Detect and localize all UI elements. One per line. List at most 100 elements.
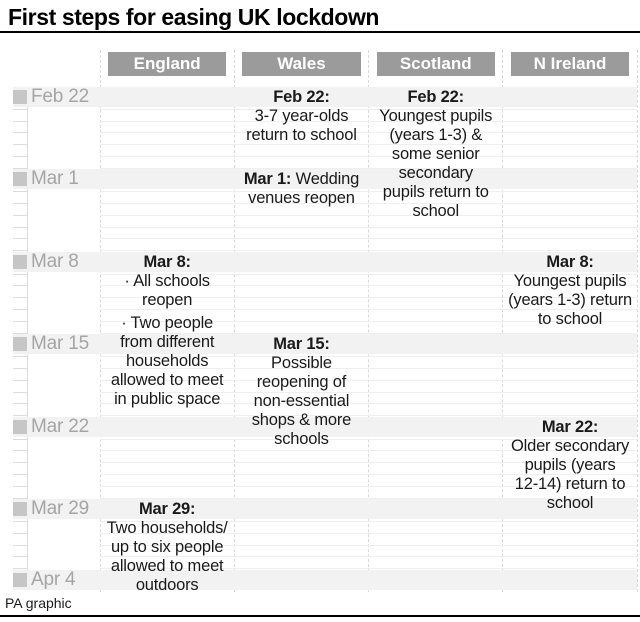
week-band	[13, 251, 637, 272]
day-gridline	[100, 155, 637, 157]
column-header-england: England	[108, 52, 227, 76]
day-gridline	[100, 144, 637, 146]
day-gridline	[100, 532, 637, 534]
day-gridline	[100, 462, 637, 464]
day-gridline	[100, 367, 637, 369]
day-tick	[13, 521, 27, 523]
event-block: Mar 22: Older secondary pupils (years 12-…	[506, 418, 634, 513]
column-header-n-ireland: N Ireland	[510, 52, 630, 76]
day-gridline	[100, 403, 637, 405]
day-gridline	[100, 191, 637, 193]
week-marker-square	[13, 172, 27, 187]
event-block: Mar 29: Two households/ up to six people …	[103, 500, 231, 595]
day-gridline	[100, 473, 637, 475]
day-gridline	[100, 285, 637, 287]
day-gridline	[100, 203, 637, 205]
day-tick	[13, 544, 27, 546]
day-tick	[13, 226, 27, 228]
day-tick	[13, 167, 27, 169]
week-marker-square	[13, 254, 27, 269]
event-block: Feb 22: 3-7 year-olds return to school	[237, 88, 365, 145]
day-gridline	[100, 356, 637, 358]
day-tick	[13, 250, 27, 252]
week-marker-square	[13, 90, 27, 104]
event-date: Mar 29:	[138, 500, 196, 519]
day-tick	[13, 191, 27, 193]
column-header-scotland: Scotland	[376, 52, 495, 76]
week-label: Apr 4	[31, 568, 76, 590]
event-date: Mar 8:	[143, 252, 191, 271]
day-gridline	[100, 497, 637, 499]
week-marker-square	[13, 419, 27, 434]
week-label: Mar 22	[31, 415, 89, 437]
week-band	[13, 499, 637, 520]
day-gridline	[100, 521, 637, 523]
day-gridline	[100, 309, 637, 311]
event-date: Mar 1:	[243, 170, 292, 189]
graphic-title: First steps for easing UK lockdown	[8, 4, 380, 30]
day-gridline	[100, 379, 637, 381]
day-tick	[13, 438, 27, 440]
event-date: Feb 22:	[273, 88, 330, 106]
day-gridline	[100, 226, 637, 228]
day-gridline	[100, 132, 637, 134]
day-tick	[13, 556, 27, 558]
week-label: Mar 15	[31, 333, 89, 355]
day-tick	[13, 309, 27, 311]
day-tick	[13, 332, 27, 334]
day-gridline	[100, 415, 637, 417]
event-text: Older secondary pupils (years 12-14) ret…	[511, 436, 630, 512]
day-gridline	[100, 438, 637, 440]
day-tick	[13, 144, 27, 146]
day-tick	[13, 415, 27, 417]
day-tick	[13, 238, 27, 240]
week-band	[13, 87, 637, 107]
day-gridline	[100, 391, 637, 393]
day-tick	[13, 297, 27, 299]
day-tick	[13, 462, 27, 464]
day-tick	[13, 356, 27, 358]
day-tick	[13, 120, 27, 122]
day-tick	[13, 155, 27, 157]
event-block: Mar 8: · All schools reopen · Two people f…	[103, 253, 231, 409]
day-tick	[13, 320, 27, 322]
day-gridline	[100, 297, 637, 299]
day-gridline	[100, 250, 637, 252]
event-text: Youngest pupils (years 1-3) & some senio…	[379, 107, 493, 220]
week-marker-square	[13, 502, 27, 517]
day-gridline	[100, 544, 637, 546]
week-label: Mar 29	[31, 498, 89, 520]
day-tick	[13, 450, 27, 452]
week-label: Mar 8	[31, 250, 79, 272]
day-gridline	[100, 556, 637, 558]
day-tick	[13, 379, 27, 381]
day-gridline	[100, 485, 637, 487]
day-tick	[13, 108, 27, 110]
day-tick	[13, 403, 27, 405]
week-band	[13, 169, 637, 190]
event-text: Mar 1: Wedding venues reopen	[243, 170, 360, 208]
event-text: 3-7 year-olds return to school	[246, 107, 357, 144]
column-header-wales: Wales	[242, 52, 361, 76]
column-divider	[636, 50, 638, 592]
event-text: Two households/ up to six people allowed…	[106, 519, 228, 595]
event-block: Mar 1: Wedding venues reopen	[237, 170, 365, 208]
day-gridline	[100, 568, 637, 570]
day-tick	[13, 568, 27, 570]
day-gridline	[100, 273, 637, 275]
title-rule	[0, 31, 640, 33]
credit-text: PA graphic	[5, 595, 72, 611]
week-band	[13, 416, 637, 437]
week-label: Mar 1	[31, 168, 79, 190]
week-band	[13, 334, 637, 355]
event-date: Feb 22:	[407, 88, 465, 106]
event-text: · All schools reopen	[124, 271, 210, 309]
event-text: Possible reopening of non-essential shop…	[251, 354, 352, 449]
day-tick	[13, 273, 27, 275]
event-date: Mar 8:	[546, 252, 594, 271]
event-date: Mar 22:	[541, 417, 599, 436]
day-gridline	[100, 167, 637, 169]
event-block: Feb 22: Youngest pupils (years 1-3) & som…	[372, 88, 500, 221]
week-band	[13, 569, 637, 590]
